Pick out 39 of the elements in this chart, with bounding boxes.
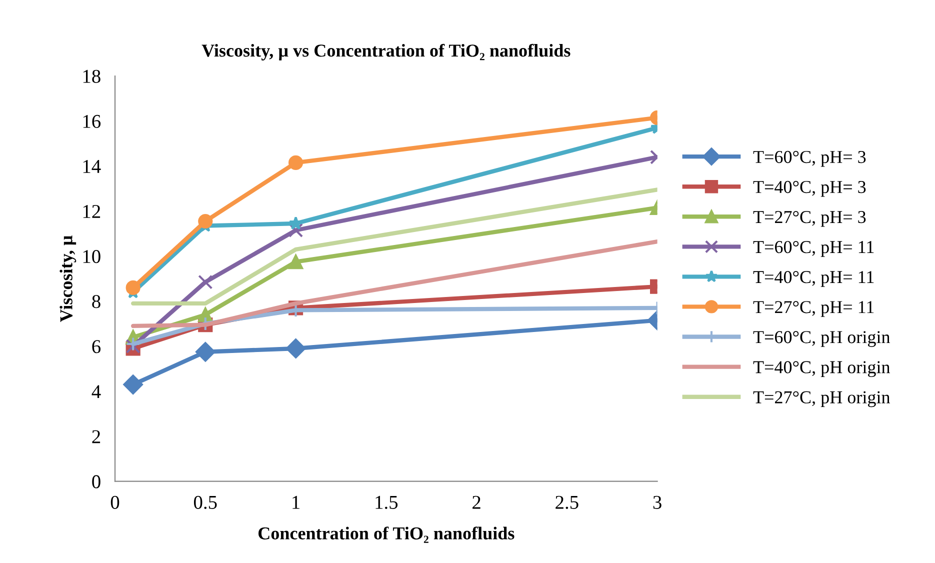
x-tick-label: 3 bbox=[653, 496, 662, 509]
legend-label: T=27°C, pH= 11 bbox=[753, 301, 874, 317]
x-tick-label: 0 bbox=[110, 496, 120, 509]
point bbox=[288, 155, 304, 170]
y-axis-title: Viscosity, µ bbox=[60, 236, 76, 322]
y-tick-label: 10 bbox=[83, 250, 100, 264]
point bbox=[123, 374, 143, 394]
legend-label: T=60°C, pH= 3 bbox=[753, 150, 866, 167]
legend-label: T=27°C, pH= 3 bbox=[753, 210, 866, 227]
x-tick-label: 1.5 bbox=[376, 496, 398, 510]
point bbox=[196, 342, 216, 362]
point bbox=[198, 274, 213, 290]
x-tick-label: 0.5 bbox=[194, 496, 217, 510]
legend-label: T=40°C, pH= 3 bbox=[753, 180, 866, 197]
legend-label: T=27°C, pH origin bbox=[753, 391, 890, 408]
chart-title: Viscosity, µ vs Concentration of TiO₂ nanofluids bbox=[202, 44, 570, 60]
point bbox=[288, 222, 304, 238]
x-tick-label: 1 bbox=[292, 496, 300, 509]
y-tick-label: 2 bbox=[92, 430, 100, 444]
y-tick-label: 16 bbox=[83, 114, 101, 128]
y-tick-label: 0 bbox=[92, 475, 100, 488]
legend-label: T=60°C, pH= 11 bbox=[753, 240, 874, 257]
y-tick-label: 8 bbox=[92, 295, 100, 308]
point bbox=[198, 307, 213, 322]
y-tick-label: 4 bbox=[92, 385, 101, 398]
legend-label: T=40°C, pH= 11 bbox=[753, 271, 874, 287]
x-tick-label: 2 bbox=[472, 496, 480, 509]
y-tick-label: 6 bbox=[92, 340, 101, 354]
x-axis-title: Concentration of TiO₂ nanofluids bbox=[258, 526, 514, 543]
y-tick-label: 12 bbox=[83, 204, 100, 218]
y-tick-label: 14 bbox=[83, 160, 101, 173]
x-tick-label: 2.5 bbox=[556, 496, 578, 510]
point bbox=[288, 254, 304, 270]
point bbox=[198, 214, 213, 229]
point bbox=[126, 280, 140, 295]
legend-label: T=60°C, pH origin bbox=[753, 331, 890, 347]
y-tick-label: 18 bbox=[83, 70, 100, 83]
point bbox=[286, 338, 306, 358]
legend-label: T=40°C, pH origin bbox=[753, 361, 890, 378]
